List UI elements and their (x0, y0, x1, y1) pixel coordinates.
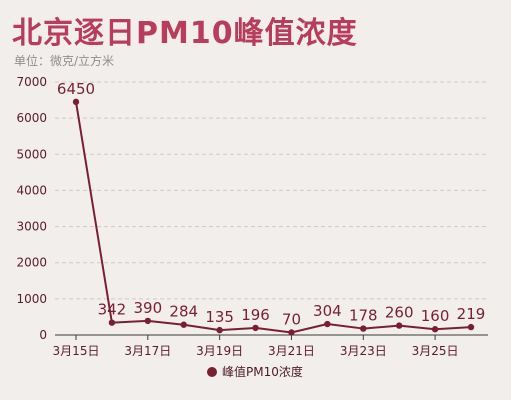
data-point (252, 324, 259, 332)
y-tick-label: 7000 (16, 75, 47, 89)
data-point (431, 326, 439, 333)
data-point (144, 317, 152, 325)
y-tick-label: 1000 (16, 292, 47, 306)
data-label: 260 (385, 304, 414, 322)
data-point (180, 321, 187, 328)
series-polyline (75, 101, 472, 334)
data-label: 6450 (57, 80, 95, 98)
data-label: 178 (349, 307, 378, 325)
series-line: 6450 342 390 284 135 196 70 304 178 260 160 219 (57, 80, 485, 336)
grid-lines (55, 81, 488, 300)
data-point (360, 325, 367, 332)
data-label: 70 (282, 310, 301, 328)
data-point (72, 98, 80, 106)
y-tick-label: 2000 (16, 256, 47, 270)
x-tick-label: 3月21日 (268, 344, 315, 358)
data-label: 342 (98, 301, 127, 319)
x-tick-label: 3月15日 (53, 344, 100, 358)
y-axis: 0 1000 2000 3000 4000 5000 6000 7000 (16, 75, 47, 342)
x-tick-label: 3月19日 (196, 344, 243, 358)
data-point (288, 329, 295, 336)
x-tick-label: 3月23日 (340, 344, 387, 358)
data-point (324, 320, 331, 328)
data-point (467, 323, 475, 331)
data-point (395, 322, 403, 329)
data-label: 390 (133, 299, 162, 317)
data-point (216, 326, 223, 334)
data-label: 284 (169, 303, 198, 321)
x-tick-label: 3月17日 (124, 344, 171, 358)
y-tick-label: 5000 (16, 147, 47, 161)
y-tick-label: 3000 (16, 220, 47, 234)
chart-title: 北京逐日PM10峰值浓度 (12, 16, 358, 51)
x-axis: 3月15日 3月17日 3月19日 3月21日 3月23日 3月25日 (53, 334, 488, 358)
legend: 峰值PM10浓度 (207, 364, 303, 379)
data-label: 160 (421, 307, 450, 325)
unit-subtitle: 单位：微克/立方米 (14, 54, 115, 68)
data-label: 219 (457, 305, 486, 323)
y-tick-label: 4000 (16, 183, 47, 197)
y-tick-label: 0 (39, 328, 47, 342)
x-tick-label: 3月25日 (412, 344, 459, 358)
legend-label: 峰值PM10浓度 (222, 364, 303, 379)
data-label: 304 (313, 302, 342, 320)
y-tick-label: 6000 (16, 111, 47, 125)
data-point (108, 319, 116, 326)
data-label: 135 (205, 308, 234, 326)
data-label: 196 (241, 306, 270, 324)
legend-marker (207, 367, 217, 377)
